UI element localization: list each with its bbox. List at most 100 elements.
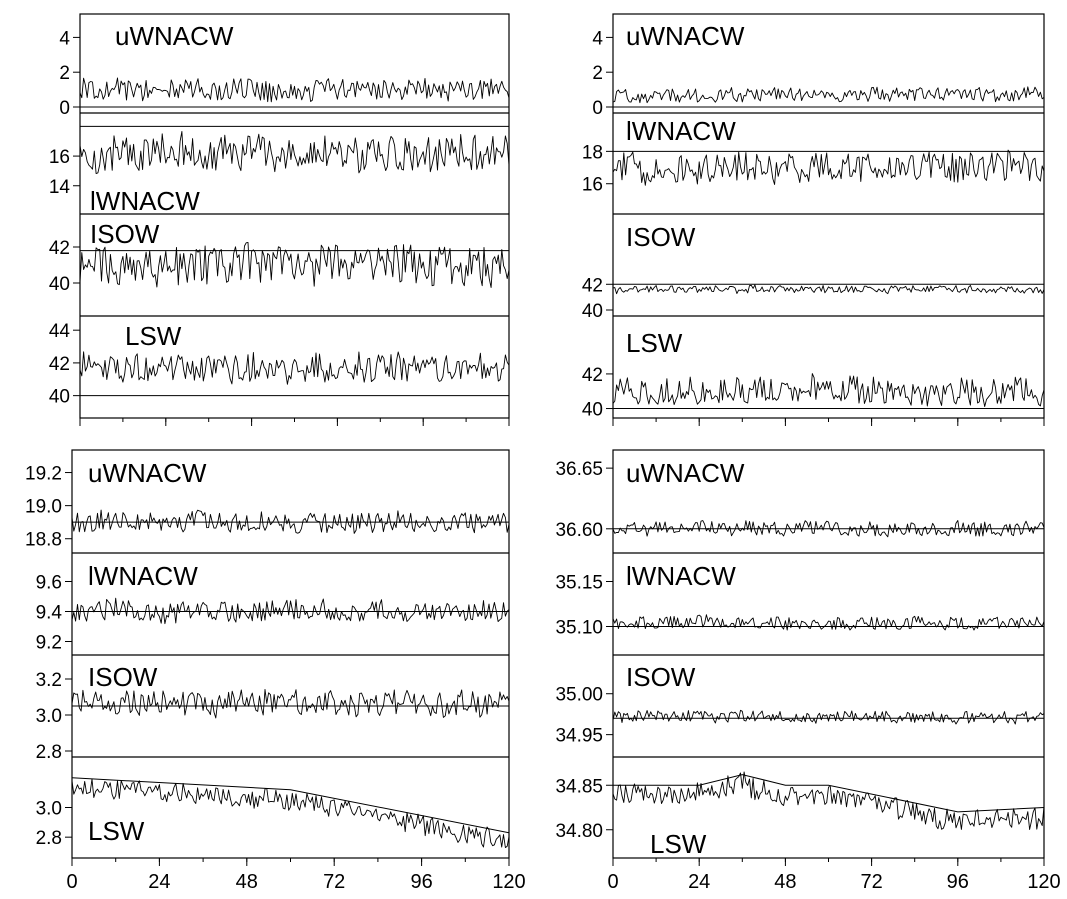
- panel-lwnacw: 14 16 lWNACW: [49, 112, 510, 216]
- y-tick-label: 19.2: [25, 464, 62, 485]
- panel-uwnacw: 0 2 4 uWNACW: [592, 21, 1045, 119]
- water-mass-label: uWNACW: [626, 21, 745, 51]
- y-tick-label: 40: [582, 400, 603, 421]
- series-line: [612, 284, 1045, 295]
- y-tick-label: 18: [582, 142, 603, 163]
- water-mass-label: uWNACW: [626, 458, 745, 488]
- y-tick-label: 9.2: [36, 633, 62, 654]
- y-tick-label: 9.4: [36, 603, 63, 624]
- x-tick-label: 48: [774, 871, 796, 893]
- chart-2: 0 2 4 uWNACW 16 18 lWNACW 40 42 ISOW 40 42 LSW: [582, 13, 1045, 426]
- water-mass-label: LSW: [88, 816, 145, 846]
- y-tick-label: 34.85: [555, 776, 603, 797]
- y-tick-label: 40: [582, 301, 603, 322]
- trend-line: [613, 774, 1045, 813]
- x-tick-label: 120: [492, 871, 525, 893]
- panel-isow: 40 42 ISOW: [582, 213, 1045, 322]
- y-tick-label: 44: [49, 321, 71, 342]
- plot-frame: [79, 13, 510, 419]
- panel-lsw: 40 42 LSW: [582, 315, 1045, 421]
- water-mass-label: lWNACW: [90, 186, 200, 216]
- y-tick-label: 0: [592, 98, 603, 119]
- x-tick-label: 48: [236, 871, 258, 893]
- panel-lsw: 2.8 3.0 LSW: [36, 756, 510, 849]
- water-mass-label: ISOW: [88, 662, 158, 692]
- x-tick-label: 24: [148, 871, 170, 893]
- x-tick-label: 96: [410, 871, 432, 893]
- panel-isow: 34.95 35.00 ISOW: [555, 654, 1045, 747]
- series-line: [79, 77, 510, 103]
- water-mass-label: lWNACW: [88, 561, 198, 591]
- y-tick-label: 3.2: [36, 670, 62, 691]
- y-tick-label: 34.80: [555, 821, 603, 842]
- panel-lsw: 34.80 34.85 LSW: [555, 756, 1045, 859]
- water-mass-label: LSW: [125, 321, 182, 351]
- panel-lsw: 40 42 44 LSW: [49, 315, 510, 408]
- series-line: [79, 241, 510, 288]
- y-tick-label: 3.0: [36, 799, 62, 820]
- water-mass-label: uWNACW: [88, 458, 207, 488]
- y-tick-label: 40: [49, 274, 70, 295]
- panel-isow: 2.8 3.0 3.2 ISOW: [36, 654, 510, 763]
- water-mass-label: lWNACW: [626, 116, 736, 146]
- plot-frame: [612, 449, 1045, 859]
- water-mass-label: LSW: [626, 328, 683, 358]
- y-tick-label: 0: [59, 98, 70, 119]
- series-line: [612, 373, 1045, 407]
- x-tick-label: 0: [66, 871, 77, 893]
- series-line: [71, 778, 510, 849]
- y-tick-label: 14: [49, 177, 71, 198]
- water-mass-label: ISOW: [626, 222, 696, 252]
- y-tick-label: 9.6: [36, 573, 62, 594]
- chart-3: 18.8 19.0 19.2 uWNACW 9.2 9.4 9.6 lWNACW 2.8 3.0 3…: [25, 449, 526, 893]
- series-line: [612, 86, 1045, 104]
- panel-uwnacw: 36.60 36.65 uWNACW: [555, 458, 1045, 541]
- y-tick-label: 2: [592, 63, 603, 84]
- water-mass-label: LSW: [650, 829, 707, 859]
- y-tick-label: 36.65: [555, 459, 603, 480]
- y-tick-label: 40: [49, 387, 70, 408]
- y-tick-label: 16: [582, 175, 603, 196]
- x-tick-label: 24: [688, 871, 710, 893]
- x-tick-label: 120: [1027, 871, 1060, 893]
- series-line: [79, 131, 510, 175]
- y-tick-label: 2.8: [36, 828, 62, 849]
- series-line: [612, 614, 1045, 631]
- series-line: [71, 597, 510, 625]
- y-tick-label: 2.8: [36, 742, 62, 763]
- water-mass-label: lWNACW: [626, 561, 736, 591]
- y-tick-label: 36.60: [555, 520, 603, 541]
- trend-line: [71, 777, 510, 834]
- x-tick-label: 72: [323, 871, 345, 893]
- series-line: [612, 149, 1045, 186]
- water-mass-label: ISOW: [626, 662, 696, 692]
- series-line: [71, 509, 510, 534]
- panel-isow: 40 42 ISOW: [49, 213, 510, 295]
- series-line: [79, 351, 510, 385]
- y-tick-label: 42: [582, 275, 603, 296]
- plot-frame: [71, 449, 510, 859]
- panel-uwnacw: 18.8 19.0 19.2 uWNACW: [25, 458, 510, 551]
- panel-lwnacw: 9.2 9.4 9.6 lWNACW: [36, 552, 510, 654]
- y-tick-label: 3.0: [36, 706, 62, 727]
- y-tick-label: 16: [49, 147, 70, 168]
- water-mass-label: uWNACW: [115, 21, 234, 51]
- y-tick-label: 35.00: [555, 685, 603, 706]
- y-tick-label: 34.95: [555, 726, 603, 747]
- y-tick-label: 2: [59, 63, 70, 84]
- series-line: [612, 709, 1045, 725]
- y-tick-label: 35.10: [555, 618, 603, 639]
- y-tick-label: 4: [59, 28, 70, 49]
- y-tick-label: 19.0: [25, 497, 62, 518]
- y-tick-label: 42: [49, 238, 70, 259]
- y-tick-label: 4: [592, 28, 603, 49]
- panel-lwnacw: 35.10 35.15 lWNACW: [555, 552, 1045, 639]
- x-tick-label: 96: [947, 871, 969, 893]
- panel-lwnacw: 16 18 lWNACW: [582, 112, 1045, 196]
- y-tick-label: 35.15: [555, 573, 603, 594]
- y-tick-label: 18.8: [25, 530, 62, 551]
- series-line: [71, 688, 510, 719]
- y-tick-label: 42: [49, 354, 70, 375]
- water-mass-label: ISOW: [90, 219, 160, 249]
